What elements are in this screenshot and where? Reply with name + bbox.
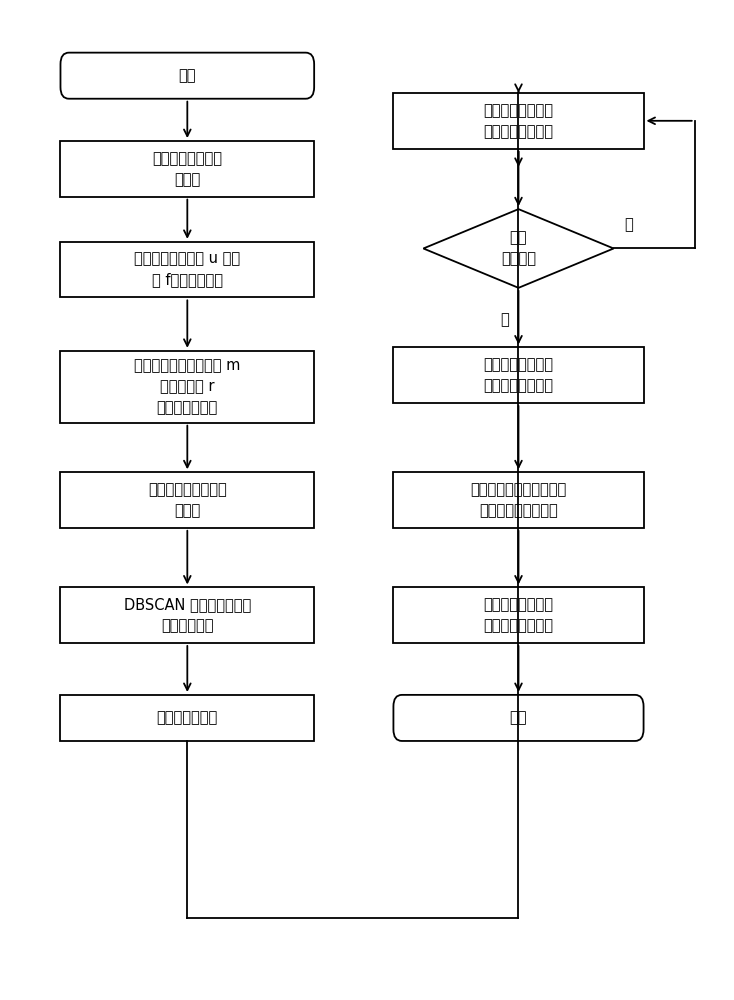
Bar [60,141,314,197]
Text: 预处理样本熵序列的
异常少: 预处理样本熵序列的 异常少 [148,482,227,518]
Text: 开始: 开始 [178,68,196,83]
Bar [393,93,644,149]
Text: 设置滑动窗口宽度 u 和步
长 f进行滑动分割: 设置滑动窗口宽度 u 和步 长 f进行滑动分割 [134,252,240,288]
Bar [393,472,644,528]
FancyBboxPatch shape [393,695,644,741]
Text: DBSCAN 聚类确认高斯多
项式基本模型: DBSCAN 聚类确认高斯多 项式基本模型 [124,597,251,633]
Bar [60,472,314,528]
Text: 采集表面肌电信号
电位山: 采集表面肌电信号 电位山 [153,151,222,187]
Text: 非线性最小二乘法
迭代更新模型参数: 非线性最小二乘法 迭代更新模型参数 [484,357,553,393]
Text: 选择能量阈尝确认样本熵
序列活动段位置区间: 选择能量阈尝确认样本熵 序列活动段位置区间 [470,482,567,518]
Text: 初始化模型参数: 初始化模型参数 [156,710,218,725]
Bar [393,587,644,643]
Bar [60,695,314,741]
Text: 设置样本熵的嵌入维数 m
和相似容限 r
计算样本熵序列: 设置样本熵的嵌入维数 m 和相似容限 r 计算样本熵序列 [134,358,241,415]
Text: 映射表面肌电信号
电位山活动段分割: 映射表面肌电信号 电位山活动段分割 [484,597,553,633]
Text: 结束: 结束 [509,710,527,725]
Bar [60,242,314,297]
Bar [60,351,314,423]
Text: 否: 否 [500,312,509,327]
Text: 非线性最小二乘法
迭代更新模型参数: 非线性最小二乘法 迭代更新模型参数 [484,103,553,139]
Text: 满足
迭代条件: 满足 迭代条件 [501,230,536,266]
Polygon shape [424,209,614,288]
Bar [393,347,644,403]
FancyBboxPatch shape [60,53,314,99]
Bar [60,587,314,643]
Text: 是: 是 [624,217,633,232]
